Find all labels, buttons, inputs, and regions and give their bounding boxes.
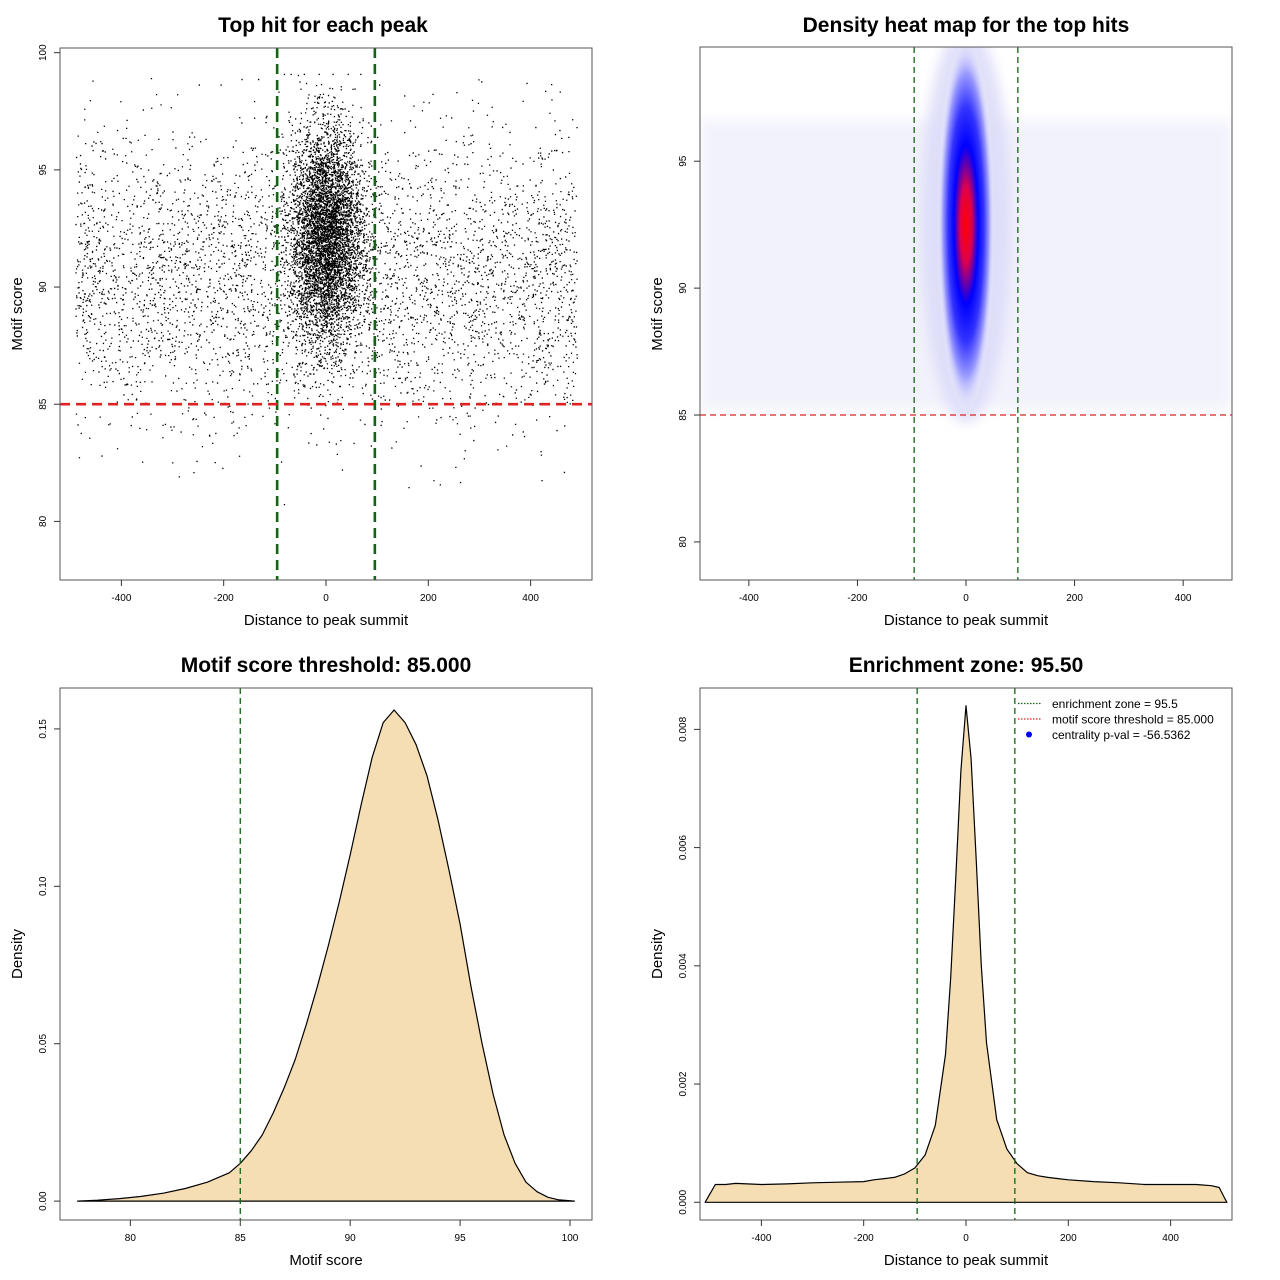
score-density-title: Motif score threshold: 85.000	[181, 654, 472, 677]
distance-density-panel: Enrichment zone: 95.50 -400 -200 0 200 400 0.…	[649, 654, 1233, 1269]
heatmap-panel: Density heat map for the top hits -400 -2…	[649, 14, 1233, 629]
scatter-frame	[59, 47, 593, 581]
scatter-reference-lines	[60, 48, 592, 580]
distance-density-axes: -400 -200 0 200 400 0.000 0.002 0.004 0.006 0.008	[678, 716, 1179, 1244]
distance-density-title: Enrichment zone: 95.50	[849, 654, 1084, 677]
chart-legend: enrichment zone = 95.5 motif score thresh…	[1018, 697, 1214, 742]
heatmap-hotspot	[937, 47, 995, 414]
heatmap-xtick-label: 400	[1175, 593, 1192, 604]
legend-label: centrality p-val = -56.5362	[1052, 728, 1191, 742]
distance-density-xtick-label: 200	[1060, 1233, 1077, 1244]
legend-entry: centrality p-val = -56.5362	[1026, 728, 1191, 742]
score-density-xtick-label: 95	[455, 1233, 467, 1244]
score-density-frame	[59, 687, 593, 1221]
scatter-xlabel: Distance to peak summit	[244, 612, 409, 629]
legend-entry: enrichment zone = 95.5	[1018, 697, 1178, 711]
legend-label: enrichment zone = 95.5	[1052, 697, 1178, 711]
scatter-ylabel: Motif score	[9, 277, 26, 350]
scatter-xtick-label: 400	[522, 593, 539, 604]
distance-density-ytick-label: 0.008	[678, 716, 689, 741]
scatter-xtick-label: -200	[214, 593, 234, 604]
score-density-panel: Motif score threshold: 85.000 80 85 90 95 10…	[9, 654, 593, 1269]
score-density-area	[77, 709, 575, 1202]
legend-label: motif score threshold = 85.000	[1052, 713, 1214, 727]
heatmap-ytick-label: 90	[678, 282, 689, 294]
distance-density-xtick-label: -200	[854, 1233, 874, 1244]
score-density-xtick-label: 90	[345, 1233, 357, 1244]
distance-density-xlabel: Distance to peak summit	[884, 1252, 1049, 1269]
scatter-ytick-label: 85	[38, 398, 49, 410]
heatmap-xtick-label: -400	[739, 593, 759, 604]
scatter-panel: Top hit for each peak -400 -200 0 200 400 80 8…	[9, 14, 593, 629]
heatmap-axes: -400 -200 0 200 400 80 85 90 95	[678, 155, 1192, 604]
scatter-xtick-label: 200	[420, 593, 437, 604]
scatter-points	[75, 73, 578, 506]
distance-density-reference-lines	[916, 688, 1016, 1220]
score-density-xtick-label: 100	[562, 1233, 579, 1244]
score-density-axes: 80 85 90 95 100 0.00 0.05 0.10 0.15	[38, 719, 579, 1244]
distance-density-xtick-label: 400	[1162, 1233, 1179, 1244]
scatter-ytick-label: 80	[38, 515, 49, 527]
scatter-xtick-label: -400	[111, 593, 131, 604]
score-density-ytick-label: 0.15	[38, 719, 49, 739]
scatter-xtick-label: 0	[323, 593, 329, 604]
heatmap-xtick-label: 0	[963, 593, 969, 604]
distance-density-ytick-label: 0.002	[678, 1071, 689, 1096]
distance-density-xtick-label: -400	[751, 1233, 771, 1244]
scatter-point-cloud	[75, 73, 578, 506]
distance-density-xtick-label: 0	[963, 1233, 969, 1244]
scatter-title: Top hit for each peak	[218, 14, 428, 37]
heatmap-ytick-label: 95	[678, 155, 689, 167]
heatmap-ylabel: Motif score	[649, 277, 666, 350]
distance-density-ytick-label: 0.000	[678, 1189, 689, 1214]
legend-entry: motif score threshold = 85.000	[1018, 713, 1214, 727]
score-density-xtick-label: 85	[235, 1233, 247, 1244]
heatmap-xlabel: Distance to peak summit	[884, 612, 1049, 629]
distance-density-ytick-label: 0.004	[678, 953, 689, 978]
legend-dot-icon	[1026, 731, 1032, 738]
score-density-ytick-label: 0.00	[38, 1191, 49, 1211]
heatmap-ytick-label: 80	[678, 536, 689, 548]
score-density-ylabel: Density	[9, 928, 26, 979]
scatter-ytick-label: 100	[38, 44, 49, 61]
heatmap-xtick-label: -200	[847, 593, 867, 604]
score-density-ytick-label: 0.10	[38, 876, 49, 896]
heatmap-xtick-label: 200	[1066, 593, 1083, 604]
score-density-xtick-label: 80	[125, 1233, 137, 1244]
heatmap-body	[700, 47, 1232, 423]
distance-density-ylabel: Density	[649, 928, 666, 979]
score-density-xlabel: Motif score	[289, 1252, 362, 1269]
scatter-ytick-label: 95	[38, 164, 49, 176]
scatter-axes: -400 -200 0 200 400 80 85 90 95 100	[38, 44, 539, 604]
distance-density-area	[704, 705, 1228, 1203]
scatter-ytick-label: 90	[38, 281, 49, 293]
heatmap-title: Density heat map for the top hits	[803, 14, 1130, 37]
heatmap-reference-lines	[700, 47, 1232, 580]
distance-density-ytick-label: 0.006	[678, 835, 689, 860]
score-density-ytick-label: 0.05	[38, 1034, 49, 1054]
heatmap-ytick-label: 85	[678, 409, 689, 421]
